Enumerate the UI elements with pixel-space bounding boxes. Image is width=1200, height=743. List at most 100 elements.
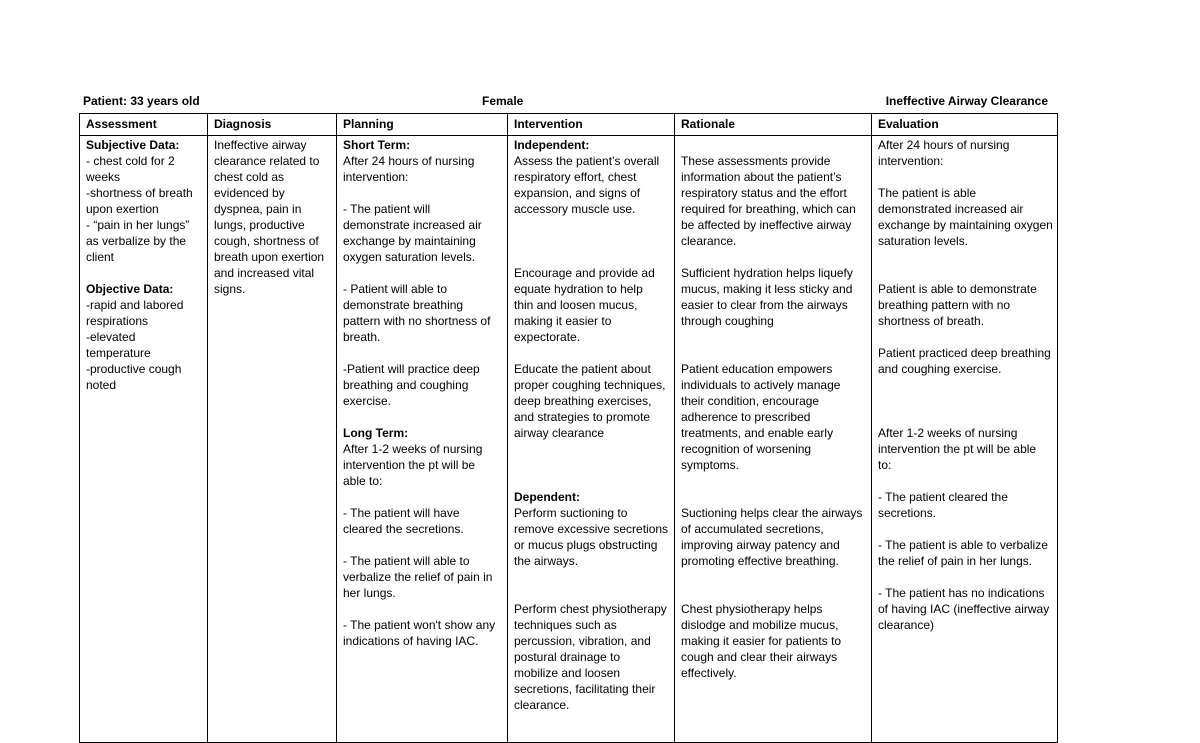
- text-line: Chest physiotherapy helps: [681, 602, 823, 616]
- text-line: information about the patient’s: [681, 170, 842, 184]
- text-line: required for breathing, which can: [681, 202, 856, 216]
- section-heading: Short Term:: [343, 138, 411, 152]
- nursing-care-plan-table: Assessment Subjective Data: - chest cold f…: [79, 113, 1058, 743]
- text-line: making it easier for patients to: [681, 634, 842, 648]
- text-line: demonstrate increased air: [343, 218, 482, 232]
- text-line: [514, 217, 672, 233]
- text-line: [514, 249, 672, 265]
- text-line: -rapid and labored: [86, 298, 184, 312]
- text-line: [878, 377, 1057, 393]
- text-line: clearance related to: [214, 154, 320, 168]
- text-line: Encourage and provide ad: [514, 266, 655, 280]
- text-line: verbalize the relief of pain in: [343, 570, 493, 584]
- text-line: making it easier to: [514, 314, 612, 328]
- text-line: [343, 601, 505, 617]
- text-line: breathing and coughing: [343, 378, 469, 392]
- text-line: respiratory status and the effort: [681, 186, 847, 200]
- column-header-evaluation: Evaluation: [878, 117, 939, 131]
- text-line: cough and clear their airways: [681, 650, 838, 664]
- text-line: saturation levels.: [878, 234, 969, 248]
- text-line: [878, 473, 1057, 489]
- text-line: After 24 hours of nursing: [878, 138, 1010, 152]
- section-heading: Long Term:: [343, 426, 409, 440]
- text-line: - chest cold for 2: [86, 154, 175, 168]
- text-line: be affected by ineffective airway: [681, 218, 852, 232]
- text-line: [878, 409, 1057, 425]
- cell-assessment: Subjective Data: - chest cold for 2 weeks -…: [86, 137, 205, 393]
- text-line: her lungs.: [343, 586, 396, 600]
- text-line: symptoms.: [681, 458, 740, 472]
- text-line: lungs, productive: [214, 218, 305, 232]
- text-line: respirations: [86, 314, 149, 328]
- text-line: clearance.: [514, 698, 570, 712]
- column-planning: Planning Short Term: After 24 hours of nur…: [337, 114, 508, 742]
- text-line: breath upon exertion: [214, 250, 325, 264]
- cell-rationale: These assessments provide information abo…: [681, 137, 869, 681]
- text-line: expansion, and signs of: [514, 186, 641, 200]
- text-line: -Patient will practice deep: [343, 362, 480, 376]
- text-line: - The patient is able to verbalize: [878, 538, 1048, 552]
- text-line: [681, 585, 869, 601]
- section-heading: Dependent:: [514, 490, 580, 504]
- text-line: remove excessive secretions: [514, 522, 669, 536]
- text-line: pattern with no shortness of: [343, 314, 491, 328]
- text-line: breathing pattern with no: [878, 298, 1011, 312]
- nursing-diagnosis-title: Ineffective Airway Clearance: [885, 94, 1048, 108]
- text-line: [878, 569, 1057, 585]
- text-line: -shortness of breath: [86, 186, 193, 200]
- text-line: proper coughing techniques,: [514, 378, 666, 392]
- text-line: the relief of pain in her lungs.: [878, 554, 1033, 568]
- patient-gender: Female: [482, 94, 524, 108]
- text-line: individuals to actively manage: [681, 378, 841, 392]
- text-line: treatments, and enable early: [681, 426, 834, 440]
- column-header-rationale: Rationale: [681, 117, 736, 131]
- text-line: [514, 585, 672, 601]
- text-line: demonstrated increased air: [878, 202, 1024, 216]
- text-line: indications of having IAC.: [343, 634, 479, 648]
- text-line: [343, 185, 505, 201]
- text-line: intervention:: [343, 170, 409, 184]
- text-line: upon exertion: [86, 202, 159, 216]
- text-line: [86, 265, 205, 281]
- text-line: [878, 265, 1057, 281]
- text-line: equate hydration to help: [514, 282, 643, 296]
- text-line: improving airway patency and: [681, 538, 840, 552]
- text-line: respiratory effort, chest: [514, 170, 637, 184]
- text-line: Patient is able to demonstrate: [878, 282, 1037, 296]
- text-line: promoting effective breathing.: [681, 554, 839, 568]
- text-line: exchange by maintaining oxygen: [878, 218, 1053, 232]
- text-line: Ineffective airway: [214, 138, 307, 152]
- text-line: shortness of breath.: [878, 314, 985, 328]
- cell-intervention: Independent: Assess the patient’s overall…: [514, 137, 672, 713]
- text-line: [681, 569, 869, 585]
- text-line: [343, 265, 505, 281]
- text-line: - Patient will able to: [343, 282, 448, 296]
- text-line: thin and loosen mucus,: [514, 298, 638, 312]
- text-line: - “pain in her lungs”: [86, 218, 190, 232]
- text-line: - The patient cleared the: [878, 490, 1008, 504]
- text-line: mucus, making it less sticky and: [681, 282, 853, 296]
- cell-planning: Short Term: After 24 hours of nursing inte…: [343, 137, 505, 649]
- text-line: -elevated: [86, 330, 136, 344]
- text-line: the airways.: [514, 554, 579, 568]
- text-line: Sufficient hydration helps liquefy: [681, 266, 853, 280]
- text-line: [343, 345, 505, 361]
- text-line: secretions, facilitating their: [514, 682, 656, 696]
- text-line: - The patient won't show any: [343, 618, 496, 632]
- text-line: [681, 473, 869, 489]
- text-line: as verbalize by the: [86, 234, 187, 248]
- text-line: secretions.: [878, 506, 937, 520]
- text-line: to:: [878, 458, 892, 472]
- patient-age: Patient: 33 years old: [83, 94, 200, 108]
- text-line: easier to clear from the airways: [681, 298, 848, 312]
- text-line: expectorate.: [514, 330, 581, 344]
- text-line: client: [86, 250, 115, 264]
- section-heading: Objective Data:: [86, 282, 174, 296]
- text-line: temperature: [86, 346, 151, 360]
- text-line: clearance.: [681, 234, 737, 248]
- text-line: cleared the secretions.: [343, 522, 464, 536]
- text-line: Suctioning helps clear the airways: [681, 506, 863, 520]
- text-line: [514, 233, 672, 249]
- text-line: airway clearance: [514, 426, 605, 440]
- text-line: Patient education empowers: [681, 362, 833, 376]
